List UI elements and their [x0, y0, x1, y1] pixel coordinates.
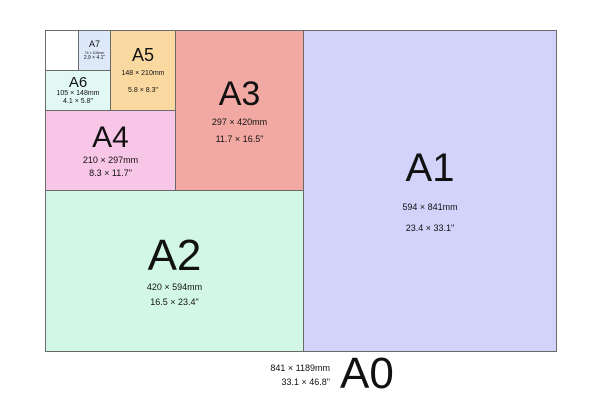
sheet-mm: 74 × 105mm [84, 50, 105, 55]
sheet-a0-label: 841 × 1189mm 33.1 × 46.8" [240, 362, 330, 389]
sheet-a7: A7 74 × 105mm 2.9 × 4.1" [78, 30, 111, 71]
sheet-mm: 420 × 594mm [146, 282, 203, 293]
sheet-name: A3 [218, 74, 261, 113]
sheet-mm: 105 × 148mm [56, 89, 100, 97]
sheet-name: A6 [68, 73, 88, 91]
sheet-mm: 841 × 1189mm [270, 363, 330, 373]
sheet-name-a0: A0 [340, 349, 394, 398]
sheet-mm: 210 × 297mm [82, 154, 139, 165]
sheet-name: A1 [405, 146, 455, 191]
sheet-inch: 33.1 × 46.8" [281, 376, 331, 387]
sheet-inch: 23.4 × 33.1" [405, 223, 455, 233]
sheet-inch: 4.1 × 5.8" [63, 98, 93, 105]
sheet-inch: 8.3 × 11.7" [89, 167, 132, 178]
sheet-a3: A3 297 × 420mm 11.7 × 16.5" [175, 30, 304, 191]
sheet-mm: 297 × 420mm [211, 116, 268, 127]
sheet-name: A4 [92, 120, 129, 154]
sheet-a6: A6 105 × 148mm 4.1 × 5.8" [45, 70, 111, 111]
sheet-inch: 5.8 × 8.3" [128, 86, 158, 94]
sheet-inch: 2.9 × 4.1" [83, 55, 106, 62]
sheet-a1: A1 594 × 841mm 23.4 × 33.1" [303, 30, 557, 352]
sheet-a5: A5 148 × 210mm 5.8 × 8.3" [110, 30, 176, 111]
sheet-a8 [45, 30, 79, 71]
sheet-name: A5 [131, 45, 155, 66]
sheet-name: A2 [147, 231, 202, 281]
sheet-a4: A4 210 × 297mm 8.3 × 11.7" [45, 110, 176, 191]
sheet-name: A7 [88, 38, 100, 49]
sheet-mm: 594 × 841mm [402, 202, 458, 213]
sheet-inch: 11.7 × 16.5" [215, 133, 264, 144]
sheet-a2: A2 420 × 594mm 16.5 × 23.4" [45, 190, 304, 352]
sheet-inch: 16.5 × 23.4" [150, 297, 199, 307]
sheet-mm: 148 × 210mm [121, 70, 165, 78]
